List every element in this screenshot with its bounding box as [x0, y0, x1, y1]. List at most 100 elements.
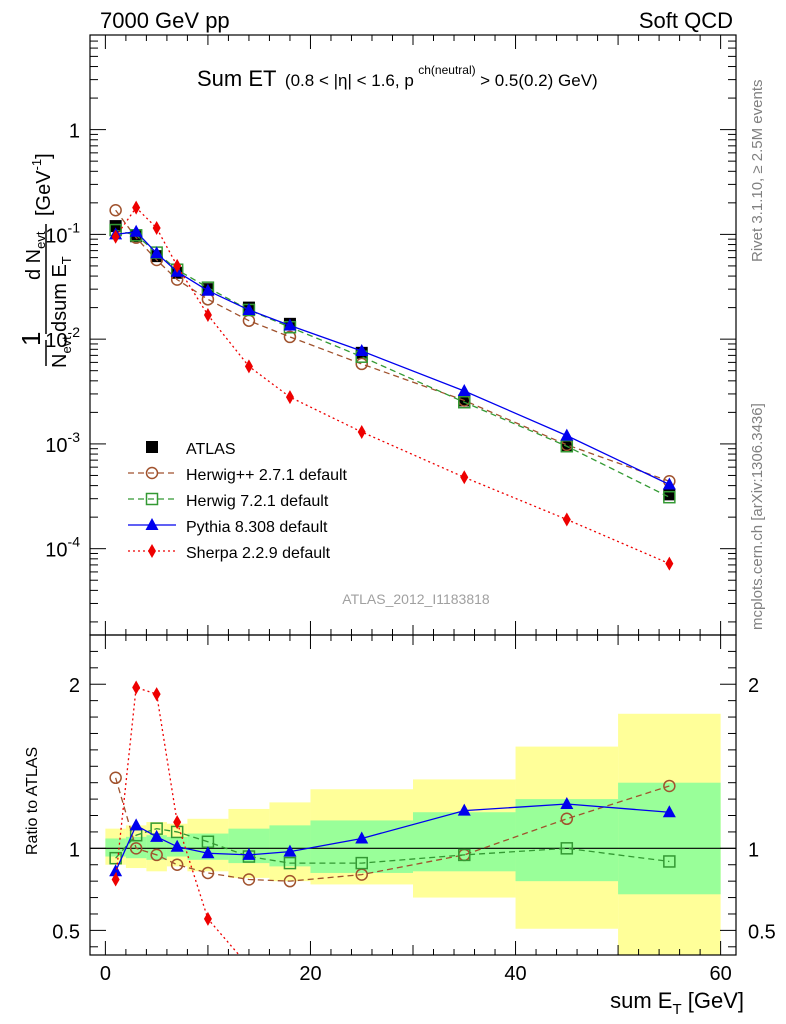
ratio-point-herwigpp [201, 866, 215, 880]
ratio-point-sherpa [460, 976, 468, 990]
ratio-point-herwig7 [663, 855, 676, 868]
plot-title-cut-a: (0.8 < |η| < 1.6, p [285, 71, 414, 90]
y-tick-label-ratio-right: 2 [748, 675, 759, 697]
mcplots-label: mcplots.cern.ch [arXiv:1306.3436] [749, 403, 766, 630]
x-tick-label: 20 [299, 963, 321, 985]
legend-label-herwig7: Herwig 7.2.1 default [186, 493, 329, 510]
atlas-data-point [663, 488, 676, 501]
series-line-sherpa [115, 206, 670, 565]
series-point-sherpa [665, 556, 674, 571]
y-tick-label-main: 10-2 [45, 324, 80, 352]
ratio-series-layer [109, 680, 676, 990]
ratio-point-pythia [355, 831, 369, 844]
series-point-sherpa [173, 258, 182, 273]
series-point-pythia [129, 224, 143, 237]
y-tick-label-main: 10-1 [45, 219, 80, 247]
series-point-herwigpp [283, 330, 297, 344]
series-line-herwigpp [115, 209, 670, 482]
series-point-pythia [662, 477, 676, 490]
ratio-point-sherpa [203, 911, 212, 926]
series-point-herwig7 [663, 490, 676, 504]
ratio-point-sherpa [152, 687, 161, 702]
x-axis-label: sum ET [GeV] [610, 988, 744, 1018]
header-category: Soft QCD [639, 8, 733, 33]
y-tick-label-main: 10-4 [45, 534, 80, 562]
plot-title: Sum ET (0.8 < |η| < 1.6, p ch(neutral) >… [197, 61, 598, 91]
ratio-point-sherpa [132, 680, 141, 695]
ratio-point-herwig7 [458, 848, 471, 862]
legend-label-pythia: Pythia 8.308 default [186, 519, 328, 536]
ratio-point-pythia [283, 844, 297, 857]
ratio-point-pythia [242, 847, 256, 860]
ratio-point-sherpa [173, 815, 182, 830]
band-inner-9 [515, 799, 619, 882]
series-point-herwigpp [355, 357, 368, 371]
y-label-one: 1 [16, 332, 46, 346]
ratio-point-herwigpp [129, 842, 143, 855]
ratio-point-sherpa [358, 976, 366, 990]
ratio-line-herwigpp [115, 777, 670, 882]
header-energy: 7000 GeV pp [100, 8, 230, 33]
series-point-sherpa [203, 308, 212, 323]
legend-marker-sherpa [148, 544, 156, 558]
y-tick-label-ratio: 1 [69, 839, 80, 861]
ratio-point-herwigpp [109, 771, 122, 785]
band-inner-10 [618, 782, 721, 895]
ratio-point-pythia [170, 839, 184, 852]
legend: ATLAS Herwig++ 2.7.1 default Herwig 7.2.1 … [128, 441, 348, 562]
series-point-sherpa [562, 512, 571, 527]
ratio-point-sherpa [245, 959, 253, 973]
ratio-y-axis-label: Ratio to ATLAS [24, 747, 41, 855]
ratio-point-herwigpp [242, 873, 256, 886]
series-point-sherpa [357, 424, 366, 439]
series-point-pythia [242, 302, 256, 315]
axis-ticks: 0 20 40 60 10-4 10-3 10-2 10-1 1 0.5 0.5 1 1 2 2 [45, 34, 776, 985]
main-y-axis-label: 1 Nevt d Nevt dsum ET [GeV-1] [16, 153, 74, 368]
series-point-pythia [457, 383, 471, 396]
ratio-point-pythia [109, 864, 123, 877]
legend-label-herwigpp: Herwig++ 2.7.1 default [186, 467, 348, 484]
series-point-herwigpp [109, 203, 122, 217]
plot-title-cut-b: > 0.5(0.2) GeV) [480, 71, 598, 90]
ratio-point-sherpa [286, 973, 294, 987]
ratio-point-herwigpp [150, 848, 163, 862]
legend-marker-pythia [145, 518, 159, 530]
series-point-pythia [560, 428, 574, 441]
series-point-herwig7 [560, 439, 574, 453]
series-point-pythia [283, 318, 297, 331]
ratio-point-herwig7 [355, 856, 368, 870]
legend-marker-atlas [146, 441, 158, 453]
y-tick-label-ratio: 2 [69, 675, 80, 697]
legend-label-sherpa: Sherpa 2.2.9 default [186, 545, 331, 562]
ratio-point-pythia [129, 818, 143, 831]
series-point-pythia [150, 246, 164, 259]
y-label-nevt: Nevt [49, 336, 74, 368]
atlas-data-point [109, 220, 122, 233]
legend-marker-herwigpp [145, 466, 159, 480]
legend-marker-herwig7 [145, 492, 159, 506]
ratio-point-pythia [201, 846, 215, 859]
plot-title-main: Sum ET [197, 66, 276, 91]
ratio-point-herwig7 [283, 856, 297, 870]
series-point-sherpa [460, 470, 469, 485]
series-point-sherpa [244, 359, 253, 374]
ratio-point-herwigpp [283, 874, 297, 888]
series-point-herwig7 [458, 395, 471, 409]
y-tick-label-ratio: 0.5 [52, 921, 80, 943]
ratio-point-sherpa [563, 973, 571, 987]
y-tick-label-ratio-right: 1 [748, 839, 759, 861]
series-point-sherpa [285, 390, 294, 405]
y-label-unit: [GeV-1] [29, 153, 55, 216]
y-tick-label-main: 10-3 [45, 429, 80, 457]
series-point-sherpa [152, 221, 161, 236]
ratio-point-pythia [662, 805, 676, 818]
ratio-uncertainty-bands [90, 713, 736, 955]
x-tick-label: 40 [504, 963, 526, 985]
ratio-line-herwig7 [115, 827, 670, 864]
ratio-point-pythia [457, 803, 471, 816]
ratio-point-sherpa [111, 872, 120, 887]
legend-label-atlas: ATLAS [186, 441, 236, 458]
rivet-label: Rivet 3.1.10, ≥ 2.5M events [749, 80, 766, 263]
ratio-point-pythia [560, 797, 574, 810]
